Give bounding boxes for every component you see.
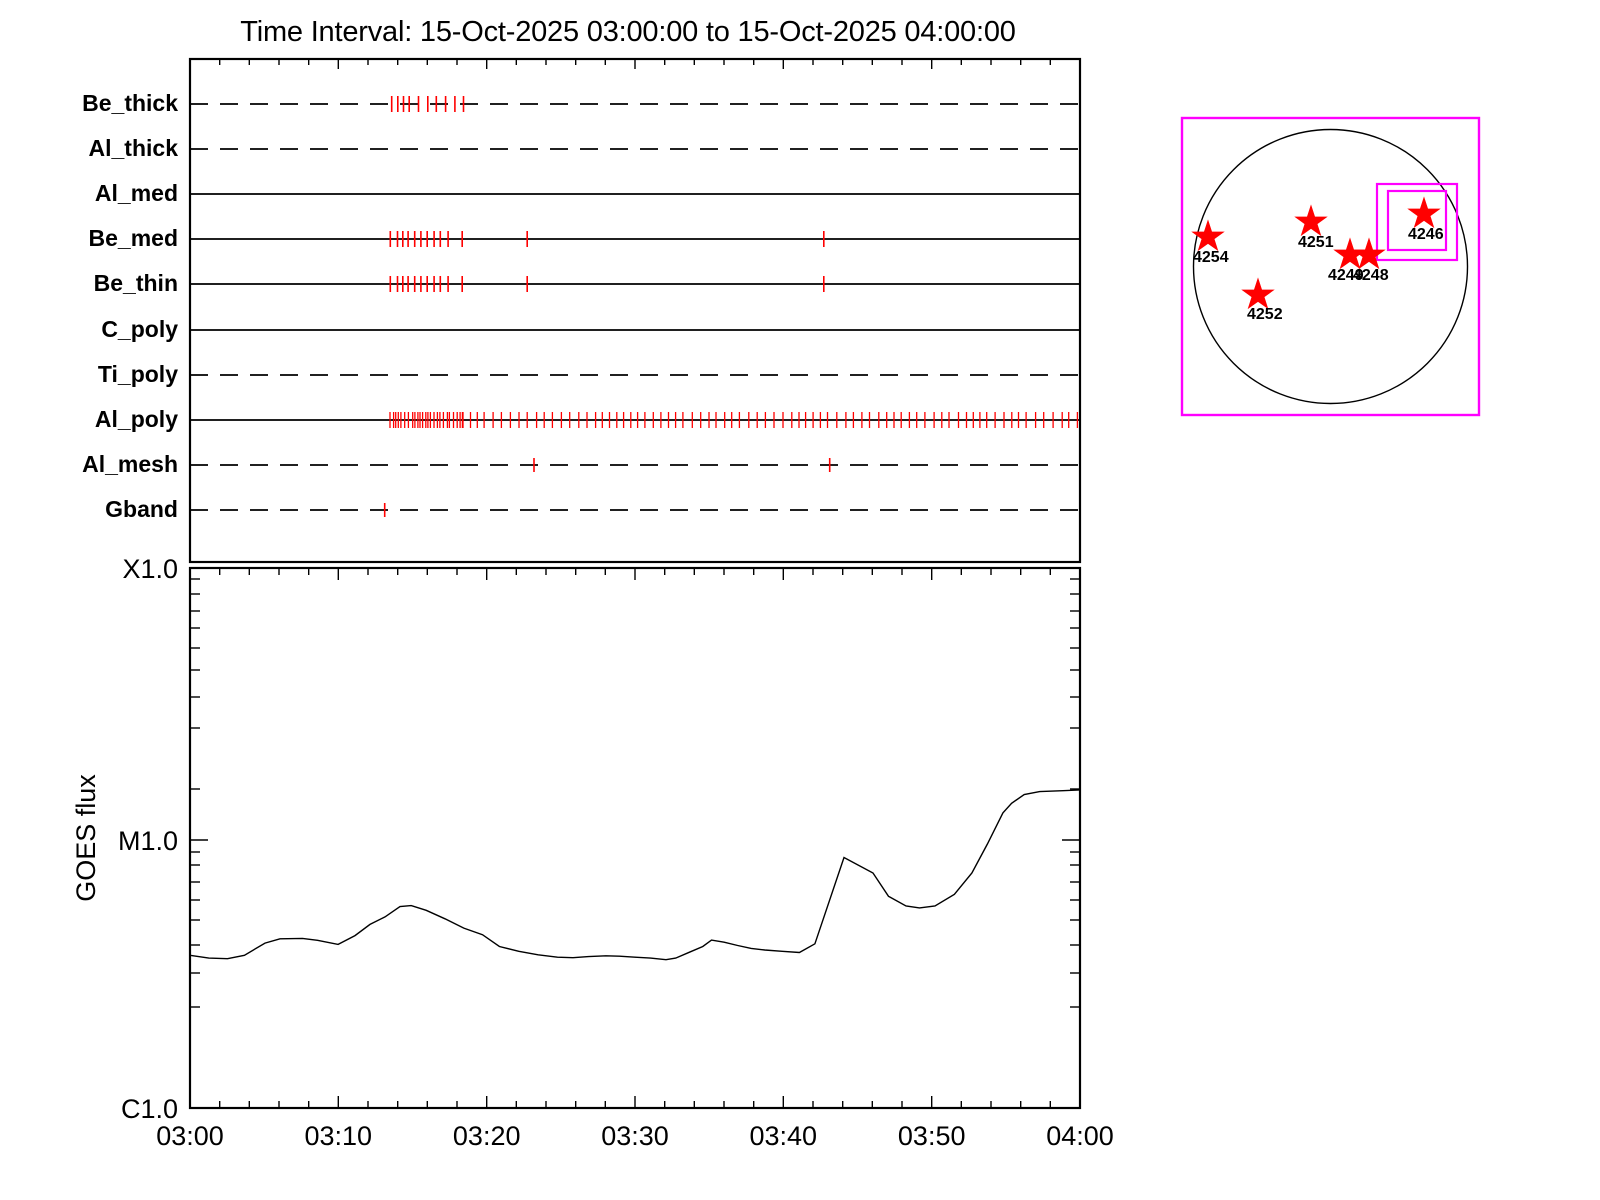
svg-text:Be_thick: Be_thick <box>82 90 178 116</box>
svg-text:03:00: 03:00 <box>156 1121 224 1151</box>
svg-text:Be_med: Be_med <box>89 225 178 251</box>
svg-text:03:40: 03:40 <box>750 1121 818 1151</box>
svg-text:03:50: 03:50 <box>898 1121 966 1151</box>
svg-text:M1.0: M1.0 <box>118 826 178 856</box>
svg-text:03:30: 03:30 <box>601 1121 669 1151</box>
svg-text:GOES flux: GOES flux <box>71 774 101 902</box>
svg-text:4252: 4252 <box>1247 306 1283 323</box>
svg-text:Al_mesh: Al_mesh <box>82 451 178 477</box>
svg-text:C_poly: C_poly <box>101 316 178 342</box>
svg-text:X1.0: X1.0 <box>122 554 178 584</box>
svg-text:Time Interval: 15-Oct-2025 03:: Time Interval: 15-Oct-2025 03:00:00 to 1… <box>240 16 1015 48</box>
svg-text:03:10: 03:10 <box>305 1121 373 1151</box>
svg-text:4251: 4251 <box>1298 234 1334 251</box>
svg-text:4254: 4254 <box>1193 249 1229 266</box>
svg-text:Ti_poly: Ti_poly <box>98 361 178 387</box>
svg-text:03:20: 03:20 <box>453 1121 521 1151</box>
svg-text:Al_thick: Al_thick <box>89 135 179 161</box>
svg-text:Be_thin: Be_thin <box>94 270 178 296</box>
svg-text:04:00: 04:00 <box>1046 1121 1114 1151</box>
svg-text:C1.0: C1.0 <box>121 1094 178 1124</box>
svg-text:4246: 4246 <box>1408 226 1444 243</box>
svg-text:Gband: Gband <box>105 496 178 522</box>
svg-text:Al_med: Al_med <box>95 180 178 206</box>
svg-text:Al_poly: Al_poly <box>95 406 178 432</box>
svg-text:4248: 4248 <box>1353 267 1389 284</box>
